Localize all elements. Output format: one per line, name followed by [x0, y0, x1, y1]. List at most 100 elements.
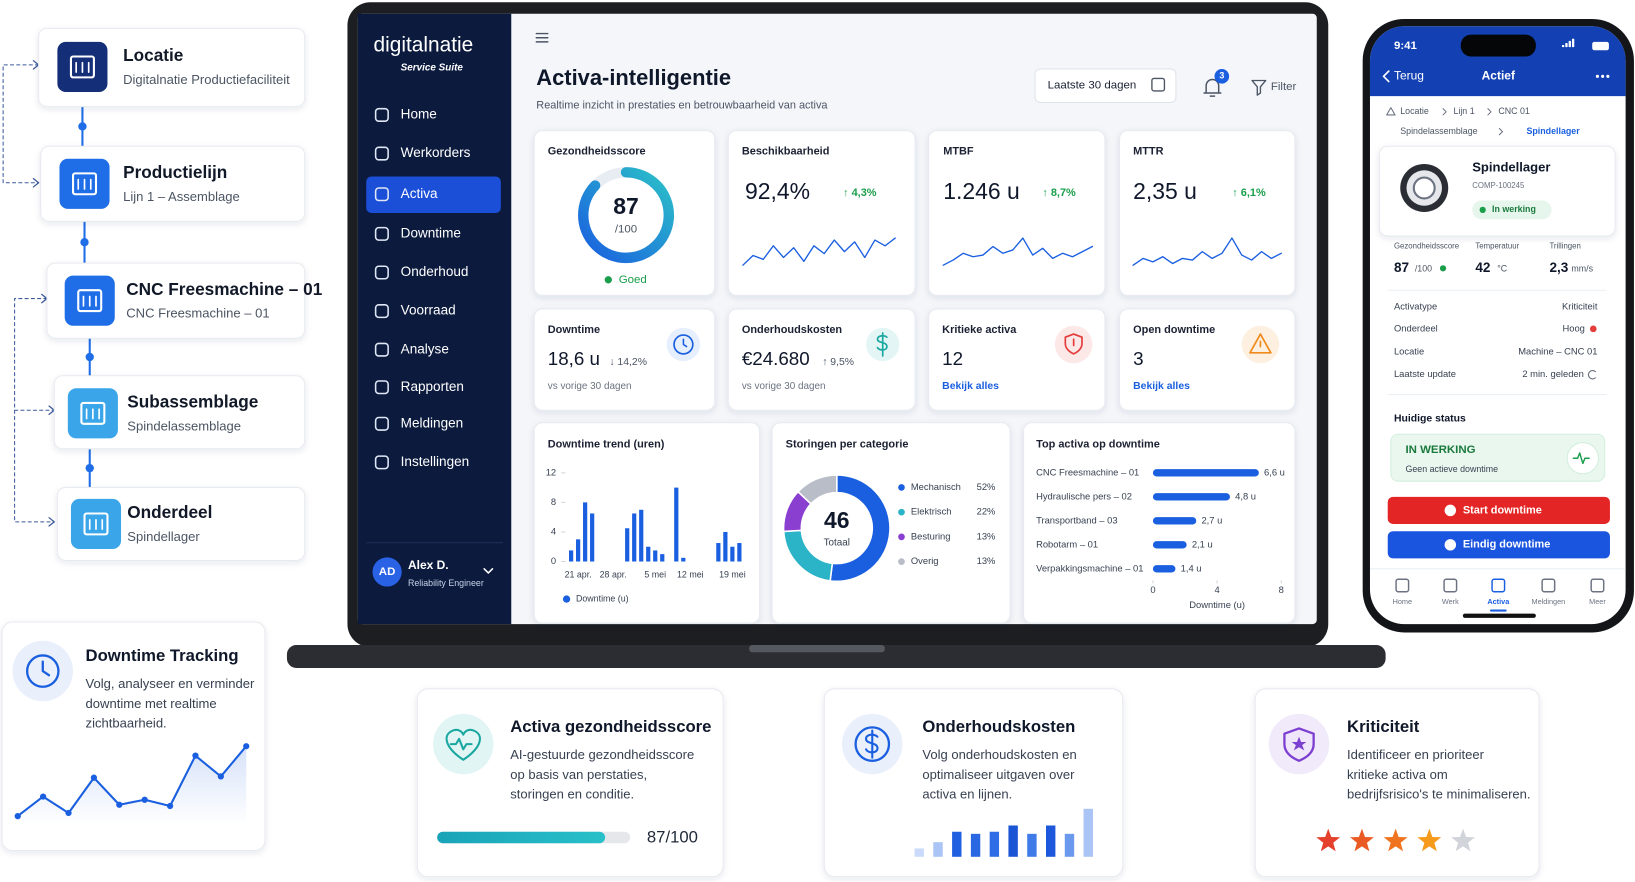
trend-point	[14, 812, 21, 820]
feature-text: optimaliseer uitgaven over	[922, 767, 1075, 782]
filter-button[interactable]: Filter	[1271, 81, 1297, 93]
kpi-note: vs vorige 30 dagen	[548, 381, 632, 392]
detail-label: Laatste update	[1394, 368, 1456, 379]
start-button[interactable]	[1387, 496, 1610, 524]
metric-label: Gezondheidsscore	[1394, 241, 1459, 250]
kpi-label: Downtime	[548, 324, 600, 336]
kpi-label: Gezondheidsscore	[548, 145, 646, 157]
breadcrumb-item[interactable]: Lijn 1	[1453, 106, 1474, 116]
x-axis-label: Downtime (u)	[1189, 599, 1245, 610]
dollar-icon	[854, 726, 891, 762]
detail-label: Locatie	[1394, 345, 1424, 356]
chart-title: Downtime trend (uren)	[548, 439, 665, 451]
arrow-head	[48, 517, 55, 527]
date-picker[interactable]	[1034, 68, 1177, 103]
bar	[914, 848, 924, 857]
tab-label[interactable]: Home	[1393, 597, 1412, 606]
start-button-label[interactable]: Start downtime	[1463, 504, 1542, 516]
breadcrumb-item[interactable]: Locatie	[1400, 106, 1429, 116]
feature-text: Volg, analyseer en verminder	[86, 676, 255, 691]
nav-icon	[374, 380, 389, 395]
donut-slice	[796, 474, 838, 505]
view-all-link[interactable]: Bekijk alles	[942, 381, 999, 392]
battery	[1592, 41, 1609, 51]
date-range[interactable]: Laatste 30 dagen	[1048, 80, 1137, 92]
back-button[interactable]: Terug	[1394, 69, 1424, 83]
icon-glyph	[71, 172, 98, 196]
icon-glyph	[77, 289, 103, 313]
tab-label[interactable]: Meer	[1589, 597, 1606, 606]
breadcrumb-item[interactable]: Spindellager	[1526, 126, 1580, 136]
breadcrumb-item[interactable]: CNC 01	[1498, 106, 1530, 116]
feature-title: Onderhoudskosten	[922, 717, 1075, 736]
nav-item[interactable]: Rapporten	[401, 379, 464, 394]
kpi-value: 2,35 u	[1133, 178, 1197, 204]
nav-item[interactable]: Werkorders	[401, 145, 471, 160]
nav-item[interactable]: Home	[401, 107, 437, 122]
legend-swatch	[898, 508, 905, 516]
kpi-value: 1.246 u	[943, 178, 1020, 204]
nav-item[interactable]: Meldingen	[401, 415, 464, 430]
button-icon	[1444, 504, 1457, 517]
tab-label[interactable]: Werk	[1442, 597, 1459, 606]
legend-label: Overig	[911, 555, 939, 566]
kpi-change: ↑ 6,1%	[1232, 187, 1266, 199]
tagline: Service Suite	[401, 63, 464, 74]
nav-item[interactable]: Activa	[401, 186, 438, 201]
chevron[interactable]	[483, 568, 494, 574]
breadcrumb-item[interactable]: Spindelassemblage	[1400, 126, 1477, 136]
user-name: Alex D.	[408, 558, 449, 572]
arrow-head	[32, 177, 40, 188]
bar	[1008, 825, 1018, 857]
x-tick-label: 28 apr.	[600, 569, 627, 579]
legend-value: 13%	[977, 555, 996, 566]
bar	[639, 509, 644, 562]
status-dot	[1479, 206, 1486, 214]
x-tick-label: 12 mei	[677, 569, 704, 579]
phone-notch	[1460, 34, 1536, 57]
y-tick-label: 12	[546, 466, 556, 477]
signal-bar	[1571, 38, 1575, 48]
stop-button[interactable]	[1387, 531, 1610, 559]
badge	[1214, 69, 1230, 84]
tab-label[interactable]: Activa	[1487, 597, 1510, 606]
y-tick-label: 8	[551, 496, 556, 507]
node-title: Subassemblage	[127, 391, 258, 411]
view-all-link[interactable]: Bekijk alles	[1133, 381, 1190, 392]
user-role: Reliability Engineer	[408, 578, 484, 588]
warning-icon	[1249, 333, 1272, 354]
bar	[583, 502, 588, 562]
feature-title: Downtime Tracking	[86, 646, 239, 665]
home-indicator	[1462, 613, 1536, 618]
status-dot	[604, 276, 612, 284]
feature-icon-bg	[433, 713, 494, 775]
stop-button-label[interactable]: Eindig downtime	[1463, 539, 1551, 551]
tab-label[interactable]: Meldingen	[1532, 597, 1566, 606]
feature-text: downtime met realtime	[86, 696, 217, 711]
sparkline	[1132, 237, 1282, 266]
breadcrumb-sep	[1442, 108, 1447, 116]
tab-icon	[1541, 578, 1556, 593]
nav-item[interactable]: Analyse	[401, 341, 449, 356]
tab-icon	[1590, 578, 1605, 593]
nav-item[interactable]: Instellingen	[401, 454, 470, 469]
x-tick-label: 4	[1215, 584, 1220, 595]
connector-dot	[85, 463, 94, 473]
clock-icon	[673, 334, 694, 355]
nav-item[interactable]: Downtime	[401, 225, 461, 240]
back-icon	[1382, 70, 1390, 83]
y-category-label: Verpakkingsmachine – 01	[1036, 562, 1143, 573]
bell-icon[interactable]	[1203, 78, 1222, 97]
nav-item[interactable]: Onderhoud	[401, 264, 469, 279]
nav-icon	[374, 342, 389, 357]
calendar-icon	[1151, 77, 1166, 92]
node-subtitle: Spindelassemblage	[127, 418, 241, 433]
nav-icon	[374, 226, 389, 241]
icon-glyph	[82, 295, 97, 307]
bar	[730, 546, 735, 562]
dollar-icon	[876, 332, 888, 357]
bar	[569, 550, 574, 562]
chart-title: Top activa op downtime	[1036, 439, 1160, 451]
feature-card	[416, 688, 724, 878]
nav-item[interactable]: Voorraad	[401, 303, 456, 318]
